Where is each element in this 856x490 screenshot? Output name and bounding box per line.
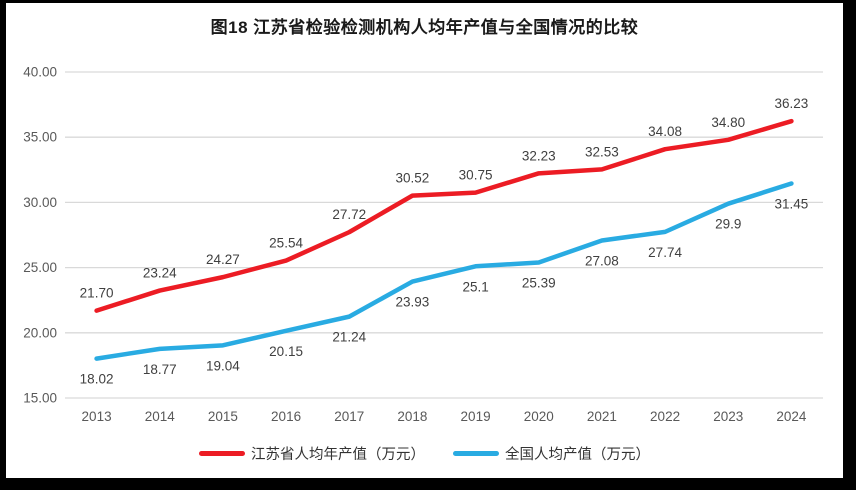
data-label: 32.53	[585, 144, 619, 159]
legend: 江苏省人均年产值（万元） 全国人均产值（万元）	[6, 443, 843, 464]
data-label: 31.45	[775, 196, 809, 211]
data-label: 27.74	[648, 245, 682, 260]
x-tick-label: 2023	[713, 409, 743, 424]
x-tick-label: 2019	[461, 409, 491, 424]
series-line-national	[94, 181, 794, 361]
x-tick-label: 2016	[271, 409, 301, 424]
x-tick-label: 2014	[145, 409, 176, 424]
plot-svg: 40.00 35.00 30.00 25.00 20.00 15.00 2013 2014 20…	[23, 65, 823, 424]
data-label: 18.02	[80, 372, 114, 387]
x-tick-label: 2022	[650, 409, 680, 424]
x-tick-label: 2024	[776, 409, 807, 424]
legend-item-jiangsu: 江苏省人均年产值（万元）	[199, 443, 425, 464]
data-label: 23.93	[396, 295, 430, 310]
legend-label-jiangsu: 江苏省人均年产值（万元）	[251, 447, 425, 463]
data-label: 25.54	[269, 236, 303, 251]
data-label: 25.1	[462, 279, 488, 294]
jiangsu-series-swatch-icon	[199, 451, 245, 456]
y-tick-label: 40.00	[23, 65, 57, 80]
data-label: 34.08	[648, 124, 682, 139]
data-label: 20.15	[269, 344, 303, 359]
data-label: 36.23	[775, 96, 809, 111]
y-tick-label: 30.00	[23, 195, 57, 210]
data-label: 29.9	[715, 217, 741, 232]
data-label: 25.39	[522, 276, 556, 291]
y-tick-label: 20.00	[23, 325, 57, 340]
data-label: 27.72	[332, 207, 366, 222]
y-tick-label: 35.00	[23, 130, 57, 145]
data-label: 18.77	[143, 362, 177, 377]
data-label: 34.80	[711, 115, 745, 130]
legend-item-national: 全国人均产值（万元）	[453, 443, 650, 464]
data-label: 27.08	[585, 253, 619, 268]
chart-window: 40.00 35.00 30.00 25.00 20.00 15.00 2013 2014 20…	[6, 3, 843, 478]
data-label: 30.75	[459, 168, 493, 183]
data-label: 24.27	[206, 252, 240, 267]
data-label: 32.23	[522, 148, 556, 163]
national-series-swatch-icon	[453, 451, 499, 456]
data-label: 19.04	[206, 358, 240, 373]
data-label: 30.52	[396, 171, 430, 186]
data-label: 21.24	[332, 330, 366, 345]
series-line-jiangsu	[94, 118, 794, 313]
data-label: 23.24	[143, 266, 177, 281]
y-tick-label: 25.00	[23, 260, 57, 275]
y-tick-label: 15.00	[23, 391, 57, 406]
x-tick-label: 2017	[334, 409, 364, 424]
x-tick-label: 2015	[208, 409, 238, 424]
data-label: 21.70	[80, 286, 114, 301]
x-tick-label: 2018	[397, 409, 427, 424]
x-tick-label: 2020	[524, 409, 554, 424]
chart-title: 图18 江苏省检验检测机构人均年产值与全国情况的比较	[210, 18, 639, 37]
x-tick-label: 2013	[82, 409, 112, 424]
legend-label-national: 全国人均产值（万元）	[505, 447, 650, 463]
x-tick-label: 2021	[587, 409, 617, 424]
